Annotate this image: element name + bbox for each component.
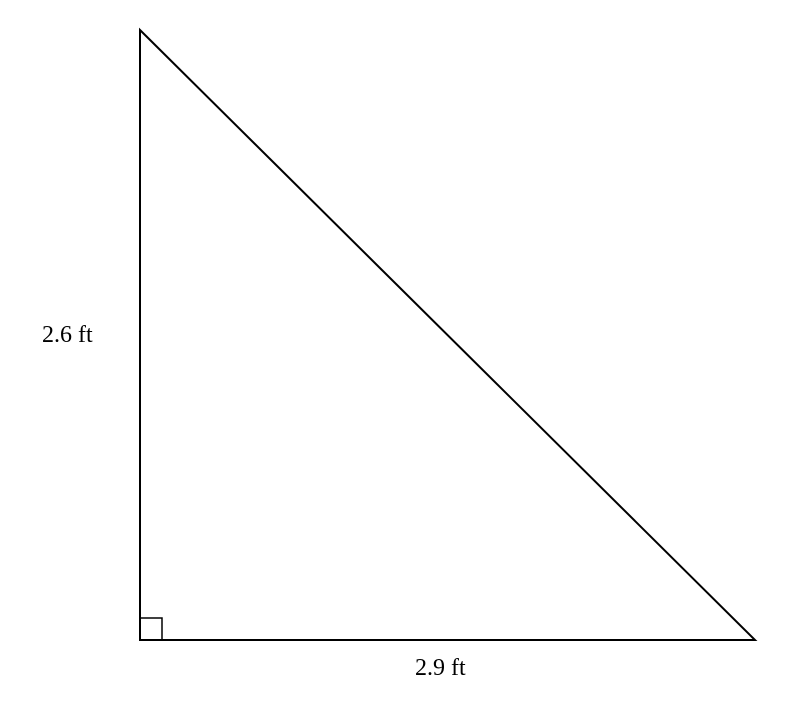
diagram-canvas: 2.6 ft 2.9 ft [0, 0, 800, 728]
horizontal-leg-label: 2.9 ft [415, 655, 466, 682]
vertical-leg-label: 2.6 ft [42, 322, 93, 349]
right-angle-marker [140, 618, 162, 640]
right-triangle [140, 30, 755, 640]
triangle-svg [0, 0, 800, 728]
